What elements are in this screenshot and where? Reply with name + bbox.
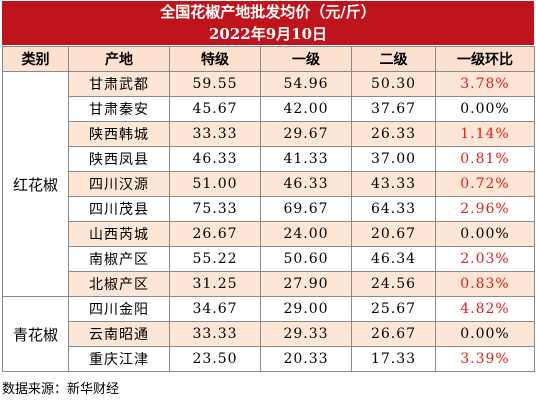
category-cell: 青花椒 — [2, 296, 69, 372]
header-grade-1-change: 一级环比 — [435, 46, 535, 72]
grade-2-cell: 46.34 — [351, 246, 436, 272]
special-grade-cell: 33.33 — [169, 121, 261, 147]
table-body: 红花椒 甘肃武都 59.55 54.96 50.30 3.78% 甘肃秦安 45.67 42.0… — [2, 71, 535, 372]
grade-1-change-cell: 2.03% — [435, 246, 535, 272]
header-grade-1: 一级 — [260, 46, 352, 72]
table-row: 陕西凤县 46.33 41.33 37.00 0.81% — [3, 146, 535, 172]
title-line-2: 2022年9月10日 — [208, 25, 328, 43]
table-row: 重庆江津 23.50 20.33 17.33 3.39% — [3, 346, 535, 372]
grade-1-change-cell: 1.14% — [435, 121, 535, 147]
table-row: 陕西韩城 33.33 29.67 26.33 1.14% — [3, 121, 535, 147]
grade-1-cell: 46.33 — [260, 171, 352, 197]
origin-cell: 四川金阳 — [68, 296, 170, 322]
grade-1-change-cell: 0.81% — [435, 146, 535, 172]
grade-2-cell: 26.67 — [351, 321, 436, 347]
table-row: 四川茂县 75.33 69.67 64.33 2.96% — [3, 196, 535, 222]
grade-2-cell: 43.33 — [351, 171, 436, 197]
table-row: 青花椒 四川金阳 34.67 29.00 25.67 4.82% — [2, 296, 535, 372]
grade-2-cell: 20.67 — [351, 221, 436, 247]
grade-2-cell: 37.67 — [351, 96, 436, 122]
grade-2-cell: 25.67 — [351, 296, 436, 322]
table-row: 山西芮城 26.67 24.00 20.67 0.00% — [3, 221, 535, 247]
data-source-note: 数据来源：新华财经 — [2, 382, 120, 397]
special-grade-cell: 31.25 — [169, 271, 261, 297]
grade-1-change-cell: 0.00% — [435, 321, 535, 347]
grade-1-cell: 27.90 — [260, 271, 352, 297]
grade-1-change-cell: 3.78% — [435, 71, 535, 97]
price-table: 类别 产地 特级 一级 二级 一级环比 红花椒 甘肃武都 59.55 54.96 50.… — [2, 46, 535, 372]
grade-1-cell: 54.96 — [260, 71, 352, 97]
special-grade-cell: 51.00 — [169, 171, 261, 197]
grade-1-cell: 20.33 — [260, 346, 352, 372]
grade-1-cell: 50.60 — [260, 246, 352, 272]
grade-2-cell: 24.56 — [351, 271, 436, 297]
special-grade-cell: 59.55 — [169, 71, 261, 97]
grade-1-change-cell: 4.82% — [435, 296, 535, 322]
title-line-1: 全国花椒产地批发均价（元/斤） — [160, 3, 376, 21]
header-grade-2: 二级 — [351, 46, 436, 72]
grade-2-cell: 26.33 — [351, 121, 436, 147]
header-special-grade: 特级 — [169, 46, 261, 72]
grade-2-cell: 50.30 — [351, 71, 436, 97]
table-row: 云南昭通 33.33 29.33 26.67 0.00% — [3, 321, 535, 347]
table-row: 南椒产区 55.22 50.60 46.34 2.03% — [3, 246, 535, 272]
origin-cell: 南椒产区 — [68, 246, 170, 272]
grade-1-change-cell: 2.96% — [435, 196, 535, 222]
special-grade-cell: 23.50 — [169, 346, 261, 372]
grade-1-cell: 42.00 — [260, 96, 352, 122]
grade-1-change-cell: 0.72% — [435, 171, 535, 197]
category-cell: 红花椒 — [2, 71, 69, 297]
grade-1-change-cell: 3.39% — [435, 346, 535, 372]
grade-1-change-cell: 0.83% — [435, 271, 535, 297]
grade-2-cell: 17.33 — [351, 346, 436, 372]
table-row: 四川汉源 51.00 46.33 43.33 0.72% — [3, 171, 535, 197]
special-grade-cell: 55.22 — [169, 246, 261, 272]
grade-1-cell: 29.33 — [260, 321, 352, 347]
header-origin: 产地 — [68, 46, 170, 72]
origin-cell: 山西芮城 — [68, 221, 170, 247]
origin-cell: 四川汉源 — [68, 171, 170, 197]
special-grade-cell: 26.67 — [169, 221, 261, 247]
grade-2-cell: 64.33 — [351, 196, 436, 222]
grade-1-change-cell: 0.00% — [435, 221, 535, 247]
origin-cell: 甘肃武都 — [68, 71, 170, 97]
price-table-card: 全国花椒产地批发均价（元/斤） 2022年9月10日 类别 产地 特级 一级 二… — [2, 1, 535, 372]
origin-cell: 重庆江津 — [68, 346, 170, 372]
special-grade-cell: 34.67 — [169, 296, 261, 322]
special-grade-cell: 75.33 — [169, 196, 261, 222]
origin-cell: 陕西凤县 — [68, 146, 170, 172]
origin-cell: 云南昭通 — [68, 321, 170, 347]
special-grade-cell: 33.33 — [169, 321, 261, 347]
grade-1-cell: 69.67 — [260, 196, 352, 222]
header-row: 类别 产地 特级 一级 二级 一级环比 — [2, 46, 535, 72]
special-grade-cell: 46.33 — [169, 146, 261, 172]
grade-1-cell: 24.00 — [260, 221, 352, 247]
header-category: 类别 — [2, 46, 69, 72]
grade-1-cell: 41.33 — [260, 146, 352, 172]
table-title: 全国花椒产地批发均价（元/斤） 2022年9月10日 — [2, 1, 534, 46]
origin-cell: 陕西韩城 — [68, 121, 170, 147]
grade-1-cell: 29.00 — [260, 296, 352, 322]
table-row: 红花椒 甘肃武都 59.55 54.96 50.30 3.78% — [2, 71, 535, 297]
origin-cell: 北椒产区 — [68, 271, 170, 297]
grade-1-cell: 29.67 — [260, 121, 352, 147]
special-grade-cell: 45.67 — [169, 96, 261, 122]
grade-1-change-cell: 0.00% — [435, 96, 535, 122]
origin-cell: 甘肃秦安 — [68, 96, 170, 122]
table-row: 甘肃秦安 45.67 42.00 37.67 0.00% — [3, 96, 535, 122]
origin-cell: 四川茂县 — [68, 196, 170, 222]
grade-2-cell: 37.00 — [351, 146, 436, 172]
table-row: 北椒产区 31.25 27.90 24.56 0.83% — [3, 271, 535, 297]
